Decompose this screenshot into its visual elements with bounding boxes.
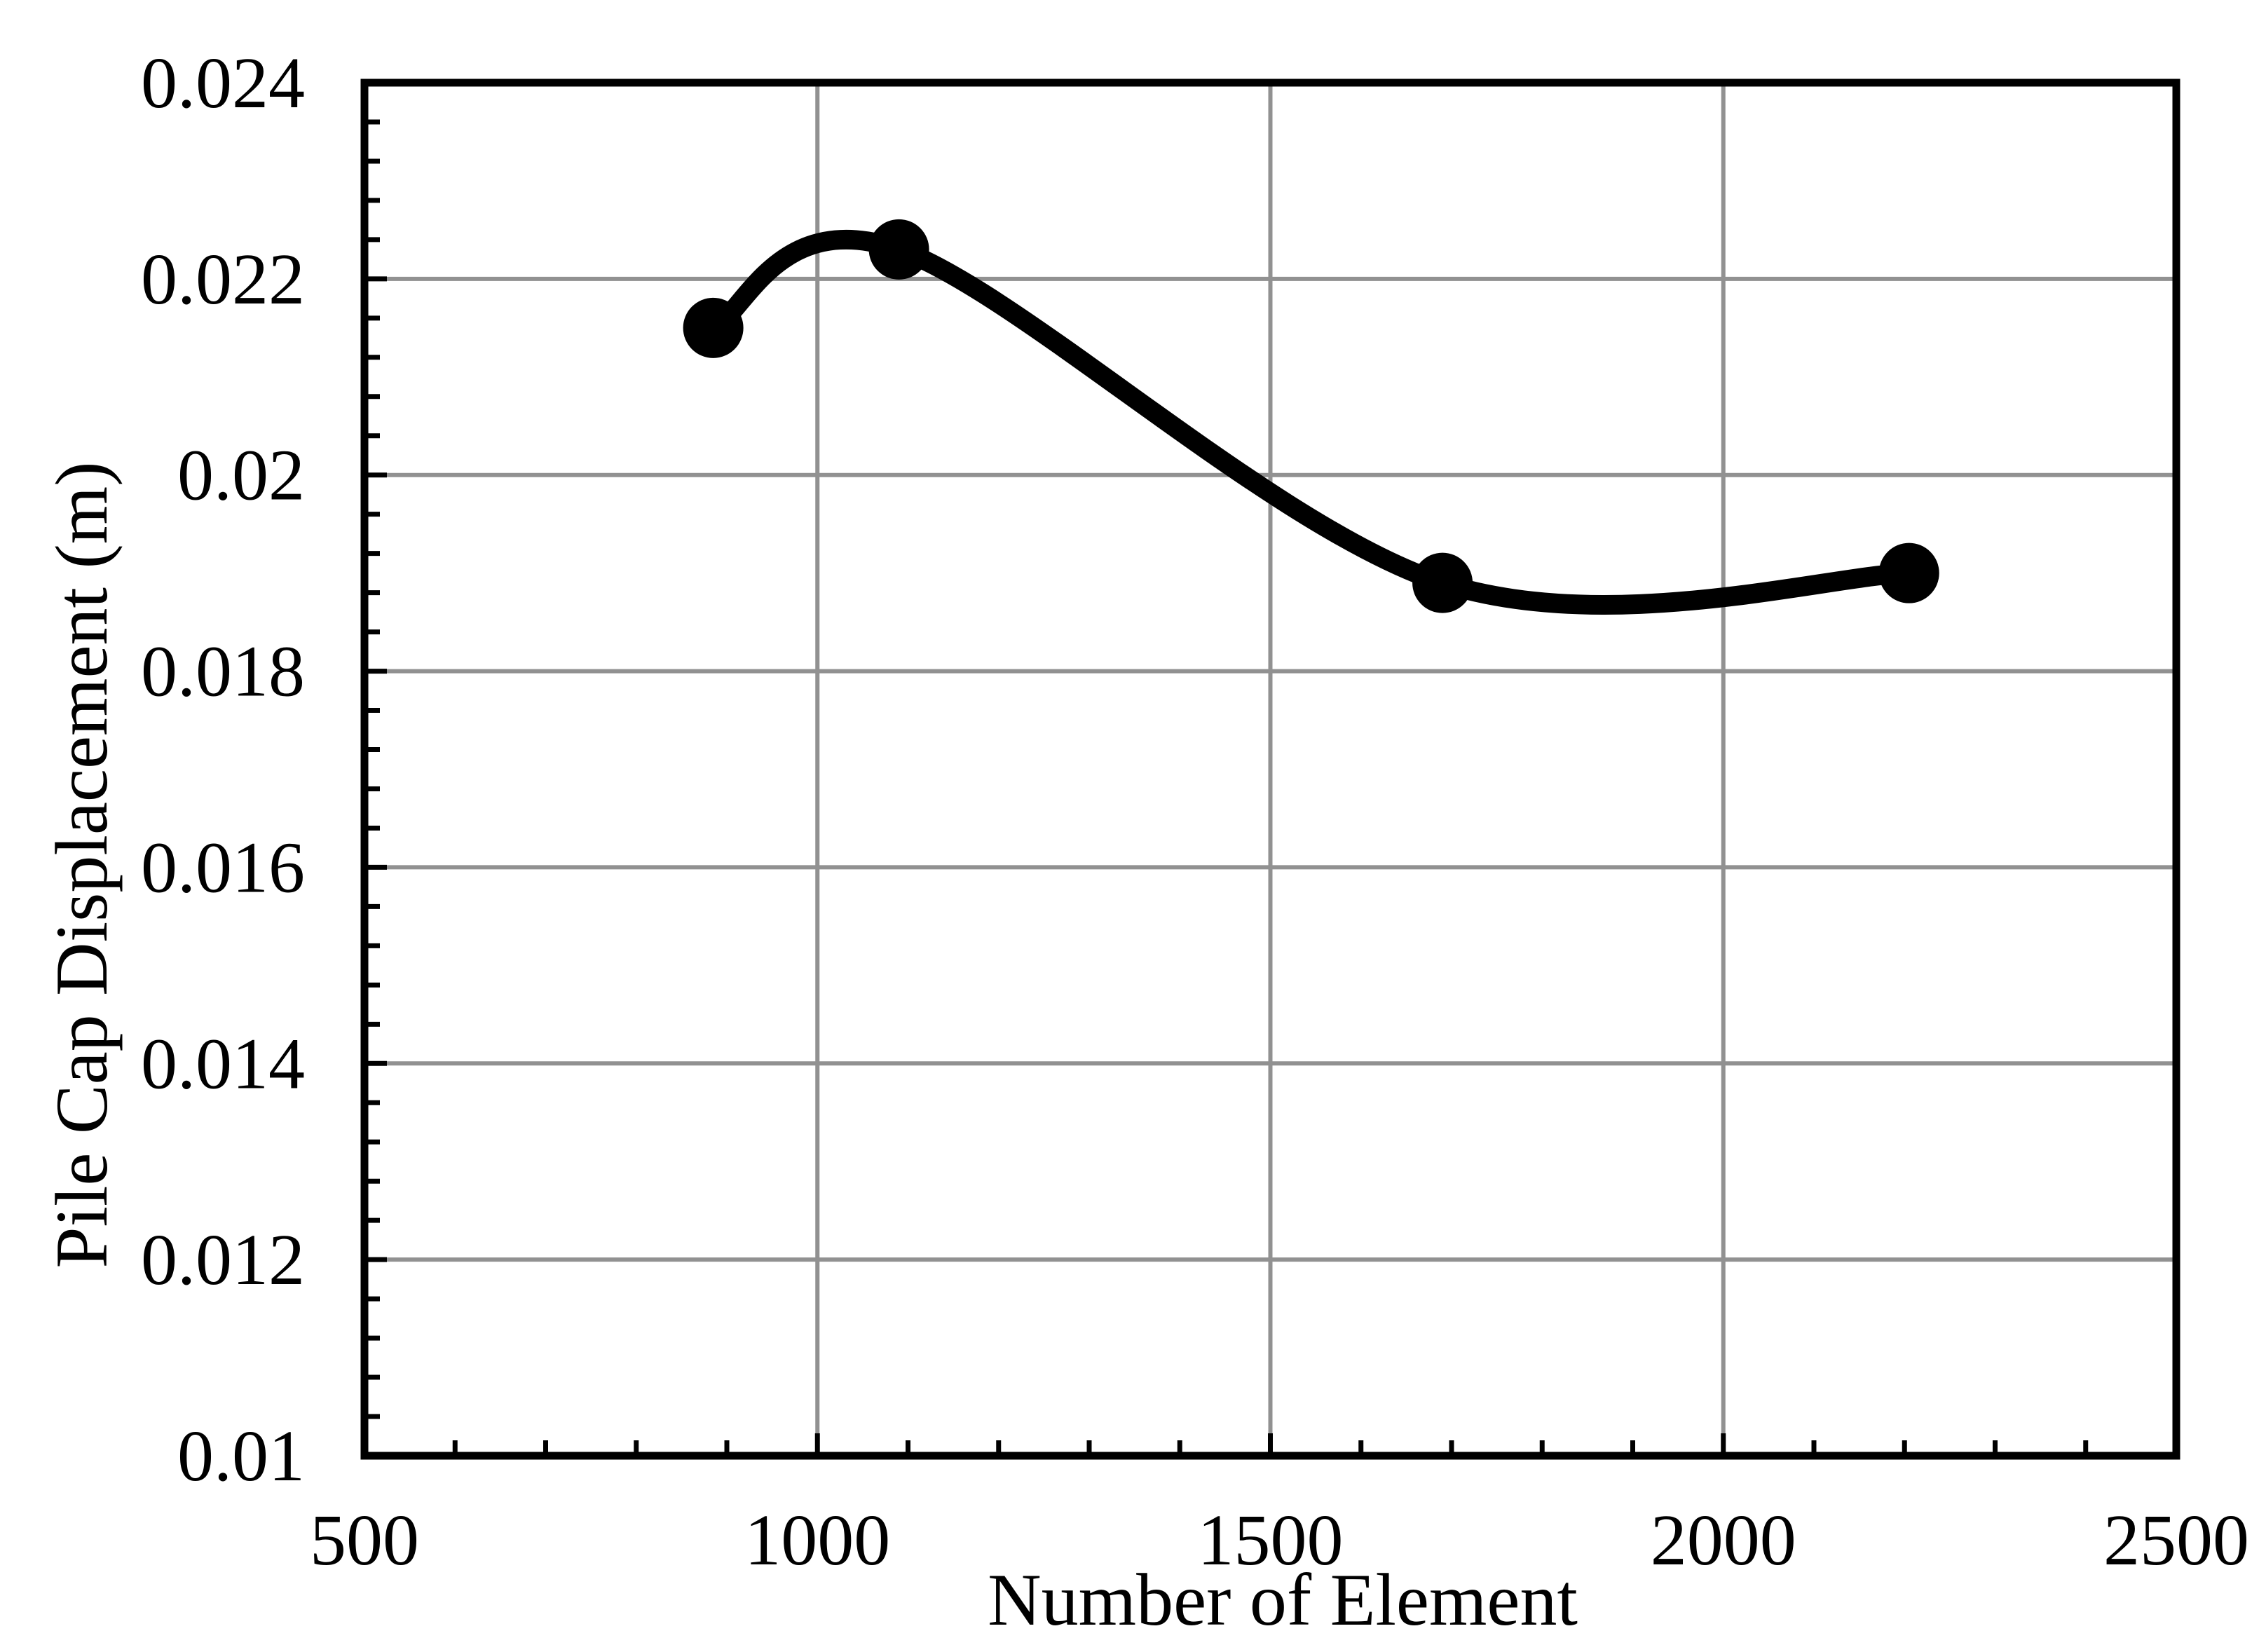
x-tick-label: 1500 (1198, 1500, 1344, 1581)
y-tick-label: 0.022 (141, 239, 305, 320)
series-line (703, 229, 1919, 615)
x-tick-label: 2500 (2103, 1500, 2249, 1581)
x-tick-label: 1000 (744, 1500, 890, 1581)
gridlines (364, 83, 2176, 1456)
data-point-marker (683, 297, 744, 358)
y-axis-tick-labels: 0.024 0.022 0.02 0.018 0.016 0.014 0.012 0.01 (141, 43, 305, 1496)
x-axis-title: Number of Element (988, 1559, 1578, 1641)
x-axis-tick-labels: 500 1000 1500 2000 2500 (310, 1500, 2249, 1581)
y-tick-label: 0.014 (141, 1023, 305, 1104)
y-tick-label: 0.018 (141, 632, 305, 712)
y-tick-label: 0.02 (177, 435, 305, 516)
y-tick-label: 0.012 (141, 1220, 305, 1300)
data-point-marker (1412, 552, 1473, 613)
plot-border (360, 78, 2180, 1460)
y-tick-label: 0.024 (141, 43, 305, 123)
data-point-marker (868, 219, 929, 280)
y-tick-label: 0.01 (177, 1416, 305, 1496)
x-tick-label: 500 (310, 1500, 419, 1581)
y-axis-title: Pile Cap Displacement (m) (41, 462, 123, 1269)
y-tick-label: 0.016 (141, 827, 305, 908)
x-tick-label: 2000 (1651, 1500, 1796, 1581)
data-point-marker (1878, 542, 1939, 603)
series-markers (683, 219, 1939, 613)
